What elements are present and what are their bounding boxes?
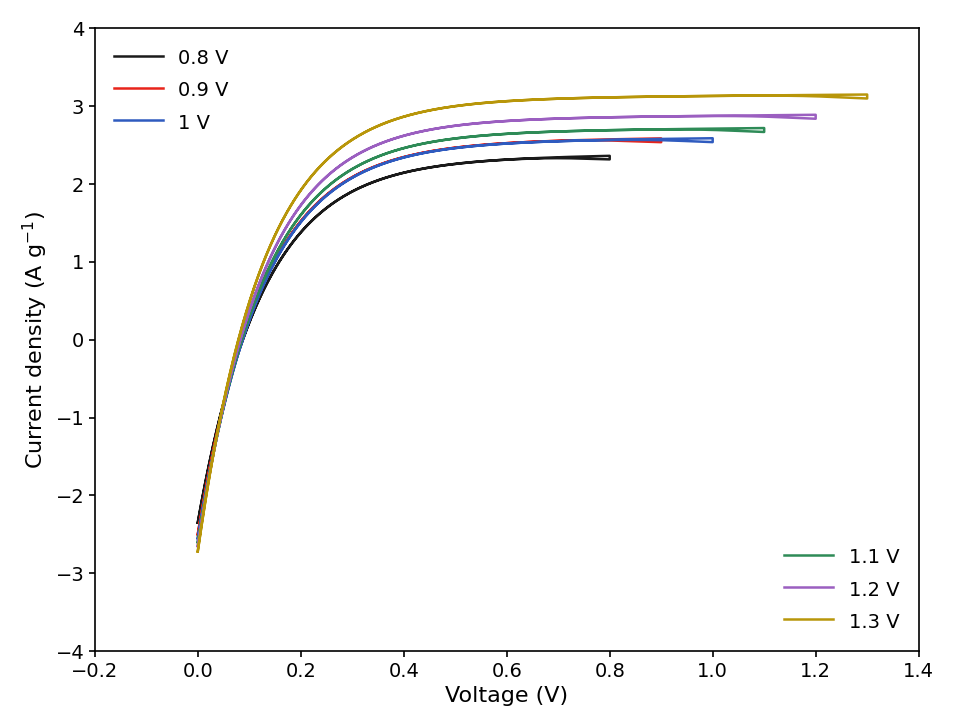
0.9 V — [298, 214, 309, 222]
0.8 V — [192, 518, 203, 527]
1.3 V — [192, 547, 203, 556]
0.9 V — [547, 137, 559, 145]
1.1 V — [676, 124, 688, 133]
1.1 V — [192, 538, 203, 547]
0.8 V — [508, 155, 520, 164]
1.3 V — [764, 91, 775, 100]
1.1 V — [389, 147, 400, 156]
Y-axis label: Current density (A g$^{-1}$): Current density (A g$^{-1}$) — [21, 211, 50, 469]
Line: 1.3 V: 1.3 V — [198, 95, 867, 552]
1.2 V — [192, 542, 203, 550]
Line: 1 V: 1 V — [198, 138, 712, 538]
1.3 V — [706, 92, 717, 100]
1.2 V — [810, 111, 821, 119]
1 V — [309, 201, 321, 210]
0.9 V — [210, 435, 222, 443]
0.8 V — [543, 153, 555, 162]
1.1 V — [214, 419, 225, 428]
1 V — [631, 135, 643, 144]
0.8 V — [297, 226, 308, 235]
1.1 V — [626, 125, 638, 134]
1.2 V — [192, 542, 203, 550]
1.3 V — [424, 106, 435, 115]
Line: 0.8 V: 0.8 V — [198, 156, 609, 523]
1.2 V — [350, 151, 361, 160]
0.8 V — [335, 194, 347, 203]
0.9 V — [655, 134, 667, 142]
1.2 V — [407, 129, 418, 138]
1 V — [587, 136, 599, 145]
Line: 1.2 V: 1.2 V — [198, 115, 816, 546]
1.1 V — [758, 124, 770, 132]
1.3 V — [362, 126, 373, 135]
0.9 V — [587, 135, 599, 144]
0.8 V — [286, 239, 297, 248]
X-axis label: Voltage (V): Voltage (V) — [445, 686, 568, 706]
1 V — [192, 534, 203, 542]
1.3 V — [218, 398, 229, 406]
1.3 V — [861, 90, 873, 99]
0.8 V — [604, 151, 615, 160]
1.1 V — [336, 172, 348, 180]
1 V — [707, 134, 718, 142]
1 V — [212, 429, 223, 438]
0.9 V — [309, 201, 321, 209]
0.9 V — [192, 530, 203, 539]
1.1 V — [192, 538, 203, 547]
Legend: 1.1 V, 1.2 V, 1.3 V: 1.1 V, 1.2 V, 1.3 V — [775, 537, 909, 641]
1.2 V — [666, 112, 677, 121]
0.8 V — [208, 438, 220, 447]
1 V — [371, 162, 382, 171]
1.1 V — [321, 182, 332, 191]
0.8 V — [192, 518, 203, 527]
1.3 V — [192, 547, 203, 556]
0.9 V — [352, 169, 364, 178]
1.2 V — [333, 162, 345, 171]
1.3 V — [345, 137, 356, 145]
Line: 1.1 V: 1.1 V — [198, 128, 764, 542]
1 V — [323, 190, 334, 198]
1.2 V — [720, 111, 732, 120]
0.9 V — [192, 530, 203, 539]
1 V — [192, 534, 203, 542]
1.2 V — [216, 409, 227, 418]
Line: 0.9 V: 0.9 V — [198, 138, 661, 534]
